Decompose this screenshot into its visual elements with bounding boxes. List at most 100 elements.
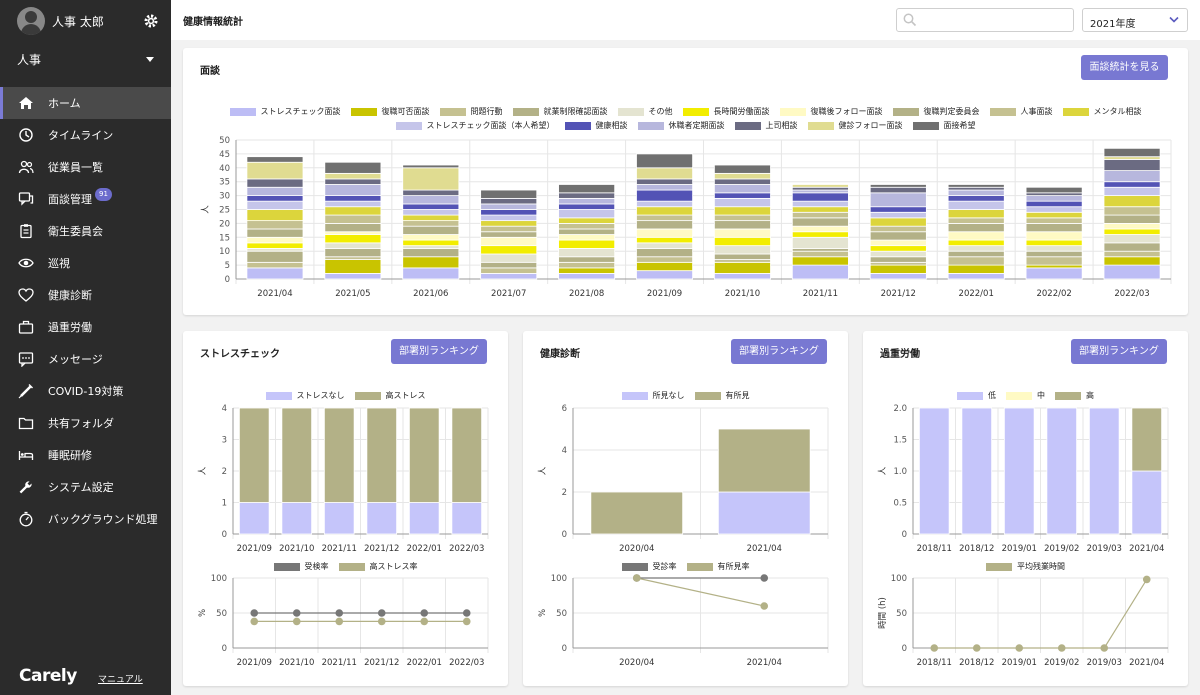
interview-stats-button[interactable]: 面談統計を見る [1081, 55, 1168, 80]
y-tick-label: 4 [562, 446, 567, 456]
gear-icon[interactable] [143, 13, 159, 29]
y-tick-label: 50 [219, 136, 230, 146]
bar-segment [1103, 228, 1161, 235]
legend-item[interactable]: ストレスチェック面談（本人希望） [395, 119, 555, 133]
x-tick-label: 2019/03 [1087, 544, 1122, 554]
year-select[interactable]: 2021年度 [1082, 8, 1188, 32]
data-point [420, 617, 429, 626]
legend-item[interactable]: ストレスなし [265, 389, 345, 403]
bar-segment [1103, 159, 1161, 171]
avatar[interactable] [17, 7, 45, 35]
legend-label: 休職者定期面談 [668, 121, 725, 130]
sidebar-item-10[interactable]: 共有フォルダ [0, 407, 171, 439]
bar-segment [558, 239, 616, 249]
legend-item[interactable]: 有所見率 [686, 560, 750, 574]
stress-ranking-button[interactable]: 部署別ランキング [391, 339, 487, 364]
legend-item[interactable]: その他 [617, 105, 673, 119]
y-tick-label: 1 [222, 499, 227, 509]
legend-label: 上司相談 [765, 121, 798, 130]
legend-item[interactable]: 長時間労働面談 [682, 105, 770, 119]
bar-segment [366, 502, 398, 535]
legend-item[interactable]: 高 [1055, 389, 1094, 403]
sidebar-item-5[interactable]: 巡視 [0, 247, 171, 279]
legend-item[interactable]: 休職者定期面談 [637, 119, 725, 133]
legend-item[interactable]: 健康相談 [564, 119, 628, 133]
bar-segment [947, 250, 1005, 258]
legend-item[interactable]: 平均残業時間 [986, 560, 1065, 574]
legend-item[interactable]: 面接希望 [912, 119, 976, 133]
legend-item[interactable]: 受診率 [621, 560, 677, 574]
bar-segment [869, 245, 927, 252]
role-select[interactable]: 人事 [17, 50, 154, 68]
legend-item[interactable]: 復職後フォロー面談 [779, 105, 883, 119]
legend-item[interactable]: 就業制限確認面談 [512, 105, 608, 119]
bar-segment [1103, 147, 1161, 158]
bed-icon [18, 451, 34, 460]
bar-segment [714, 172, 771, 180]
legend-item[interactable]: 人事面談 [989, 105, 1053, 119]
bar-segment [869, 256, 927, 263]
sidebar-item-2[interactable]: 従業員一覧 [0, 151, 171, 183]
bar-segment [947, 239, 1005, 247]
bar-segment [402, 225, 460, 235]
checkup-line-legend: 受診率 有所見率 [523, 560, 848, 574]
legend-label: ストレスチェック面談（本人希望） [426, 121, 555, 130]
bar-segment [791, 186, 849, 191]
bar-segment [636, 200, 693, 208]
sidebar-item-label: 過重労働 [48, 321, 92, 334]
checkup-ranking-button[interactable]: 部署別ランキング [731, 339, 827, 364]
legend-item[interactable]: 復職判定委員会 [892, 105, 980, 119]
sidebar-item-8[interactable]: メッセージ [0, 343, 171, 375]
x-tick-label: 2019/02 [1044, 544, 1079, 554]
x-tick-label: 2018/11 [917, 658, 952, 668]
sidebar-item-12[interactable]: システム設定 [0, 471, 171, 503]
legend-item[interactable]: 健診フォロー面談 [807, 119, 903, 133]
legend-item[interactable]: 高ストレス率 [338, 560, 418, 574]
x-tick-label: 2021/07 [491, 289, 526, 299]
user-menu[interactable]: 人事 太郎 [17, 7, 159, 35]
sidebar-item-3[interactable]: 面談管理 91 [0, 183, 171, 215]
legend-item[interactable]: 有所見 [694, 389, 750, 403]
sidebar-item-label: 巡視 [48, 257, 70, 270]
sidebar-item-9[interactable]: COVID-19対策 [0, 375, 171, 407]
legend-label: 復職可否面談 [381, 107, 430, 116]
legend-item[interactable]: ストレスチェック面談 [229, 105, 341, 119]
legend-item[interactable]: 高ストレス [354, 389, 426, 403]
y-tick-label: 2.0 [893, 404, 907, 414]
sidebar-item-0[interactable]: ホーム [0, 87, 171, 119]
y-tick-label: 100 [891, 574, 907, 584]
eye-icon [18, 258, 34, 268]
overwork-ranking-button[interactable]: 部署別ランキング [1071, 339, 1167, 364]
sidebar-item-6[interactable]: 健康診断 [0, 279, 171, 311]
bar-segment [636, 206, 693, 216]
sidebar-item-11[interactable]: 睡眠研修 [0, 439, 171, 471]
legend-item[interactable]: 復職可否面談 [350, 105, 430, 119]
legend-label: 高ストレス [385, 391, 426, 400]
chevron-down-icon [146, 56, 154, 62]
legend-item[interactable]: 問題行動 [439, 105, 503, 119]
sidebar-item-label: 衛生委員会 [48, 225, 103, 238]
bar-segment [1025, 217, 1083, 224]
legend-item[interactable]: 受検率 [273, 560, 329, 574]
manual-link[interactable]: マニュアル [98, 675, 143, 685]
legend-item[interactable]: 所見なし [621, 389, 685, 403]
legend-swatch [807, 122, 834, 130]
sidebar-item-4[interactable]: 衛生委員会 [0, 215, 171, 247]
bar-segment [714, 259, 771, 263]
legend-swatch [338, 563, 365, 571]
sidebar-item-1[interactable]: タイムライン [0, 119, 171, 151]
legend-item[interactable]: メンタル相談 [1062, 105, 1142, 119]
legend-label: 低 [988, 391, 996, 400]
sidebar-item-13[interactable]: バックグラウンド処理 [0, 503, 171, 535]
search-input[interactable] [896, 8, 1074, 32]
interview-title: 面談 [200, 66, 220, 77]
bar-segment [869, 186, 927, 194]
sidebar-item-7[interactable]: 過重労働 [0, 311, 171, 343]
interview-chart: 0 5 10 15 20 25 30 35 40 45 50 2021/04 2021/05 2021/0… [201, 136, 1172, 299]
legend-item[interactable]: 中 [1006, 389, 1045, 403]
bar-segment [402, 256, 460, 269]
legend-item[interactable]: 上司相談 [734, 119, 798, 133]
interview-card: 面談 面談統計を見る ストレスチェック面談 復職可否面談 問題行動 就業制限確認面談 そ… [183, 48, 1188, 315]
legend-item[interactable]: 低 [957, 389, 996, 403]
sidebar-item-label: 従業員一覧 [48, 161, 103, 174]
